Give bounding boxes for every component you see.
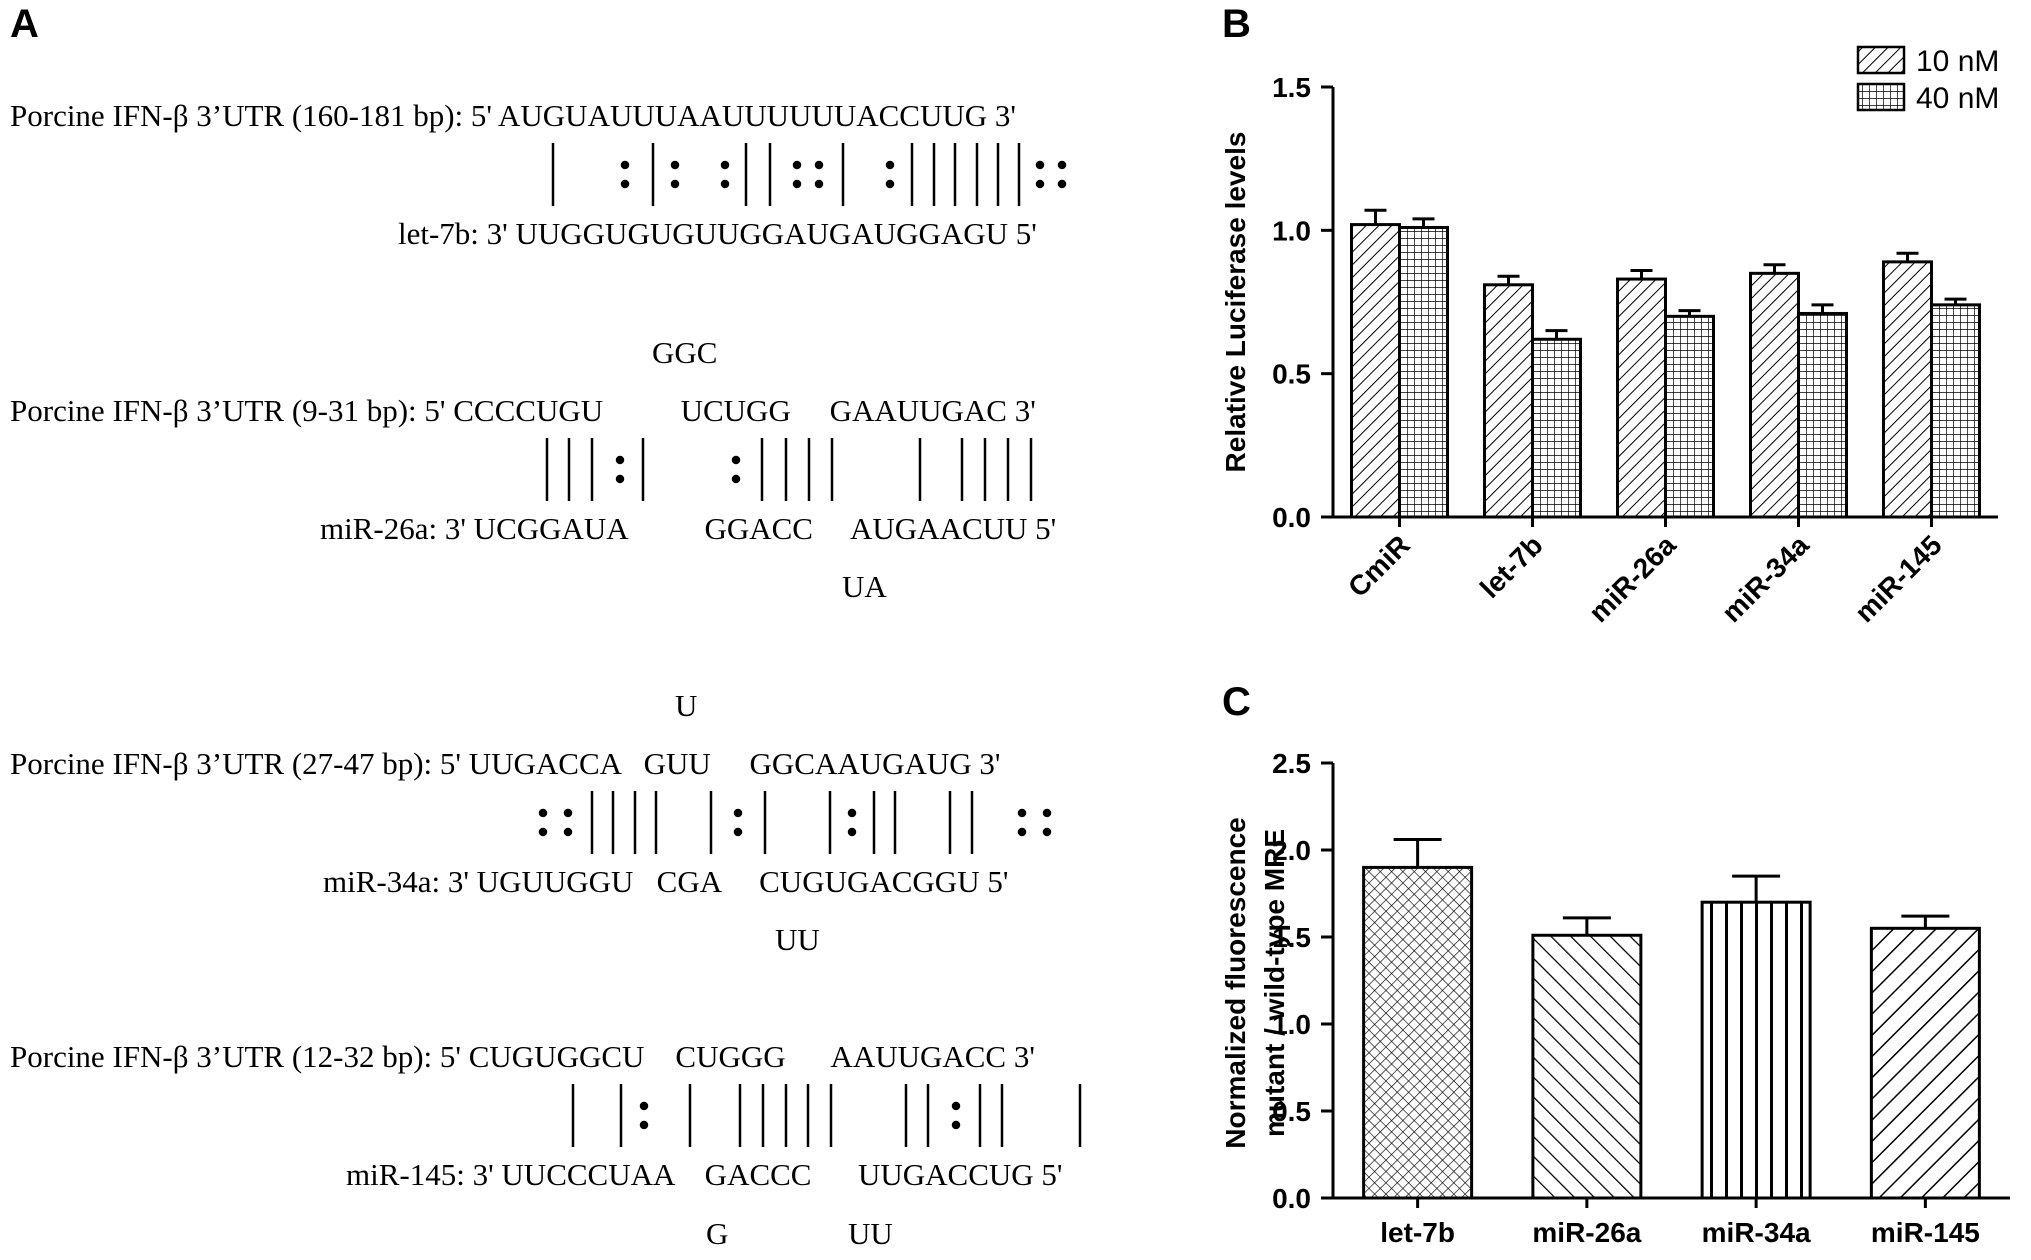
- bar: [1749, 271, 1800, 519]
- panel-b-label: B: [1222, 2, 1251, 46]
- y-tick-label: 1.5: [1272, 72, 1311, 103]
- alignment-4-bottom: miR-145: 3' UUCCCUAA GACCC UUGACCUG 5': [346, 1157, 1063, 1192]
- bar: [1483, 283, 1534, 519]
- chart-c: 0.0 0.5 1.0 1.5 2.0 2.5 Normalized fluorescenc…: [1220, 748, 2010, 1248]
- alignment-4-top: Porcine IFN-β 3’UTR (12-32 bp): 5' CUGUG…: [10, 1039, 1035, 1074]
- y-tick-label: 2.5: [1272, 748, 1311, 779]
- alignment-2-bottom: miR-26a: 3' UCGGAUA GGACC AUGAACUU 5': [320, 511, 1057, 546]
- x-tick-label: miR-145: [1871, 1217, 1980, 1248]
- alignment-3-top: Porcine IFN-β 3’UTR (27-47 bp): 5' UUGAC…: [10, 746, 1001, 781]
- bar: [1882, 260, 1933, 519]
- legend-swatch: [1856, 45, 1906, 75]
- x-tick-label: miR-26a: [1532, 1217, 1641, 1248]
- x-tick-label: miR-26a: [1583, 529, 1682, 628]
- y-tick-label: 0.0: [1272, 502, 1311, 533]
- alignment-3-above: U: [675, 688, 698, 723]
- alignment-4-below-right: UU: [848, 1216, 893, 1251]
- y-tick-label: 0.5: [1272, 1096, 1311, 1127]
- y-axis-label-line-1: Normalized fluorescence: [1220, 817, 1251, 1148]
- y-tick-label: 2.0: [1272, 835, 1311, 866]
- bar: [1616, 277, 1667, 519]
- alignment-1-top: Porcine IFN-β 3’UTR (160-181 bp): 5' AUG…: [10, 98, 1016, 133]
- alignment-2-below: UA: [842, 569, 887, 604]
- chart-b: 0.0 0.5 1.0 1.5 Relative Luciferase levels Cm…: [1220, 45, 1999, 628]
- legend-swatch: [1856, 82, 1906, 112]
- alignment-3-below: UU: [775, 922, 820, 957]
- y-tick-label: 0.0: [1272, 1183, 1311, 1214]
- x-tick-label: miR-34a: [1716, 529, 1815, 628]
- bar: [1362, 865, 1474, 1200]
- panel-c-label: C: [1222, 680, 1251, 724]
- alignment-1-bottom: let-7b: 3' UUGGUGUGUUGGAUGAUGGAGU 5': [398, 216, 1037, 251]
- bar: [1664, 314, 1715, 519]
- legend-label: 40 nM: [1916, 82, 1999, 115]
- alignment-4-below-left: G: [706, 1216, 729, 1251]
- x-tick-label: let-7b: [1380, 1217, 1455, 1248]
- base-pair-marks: [538, 143, 1082, 1147]
- legend-label: 10 nM: [1916, 45, 1999, 78]
- y-axis-label-line-2: mutant / wild-type MRE: [1259, 829, 1290, 1137]
- x-tick-label: miR-145: [1849, 529, 1948, 628]
- bar: [1398, 225, 1449, 519]
- x-tick-label: CmiR: [1342, 529, 1416, 603]
- alignment-2-above: GGC: [652, 335, 718, 370]
- y-tick-label: 1.0: [1272, 215, 1311, 246]
- bar: [1350, 223, 1401, 519]
- bar: [1531, 337, 1582, 519]
- y-axis-label: Relative Luciferase levels: [1220, 132, 1251, 473]
- y-tick-label: 1.5: [1272, 922, 1311, 953]
- y-tick-label: 0.5: [1272, 359, 1311, 390]
- bar: [1700, 900, 1812, 1200]
- bar: [1930, 303, 1981, 519]
- alignment-2-top: Porcine IFN-β 3’UTR (9-31 bp): 5' CCCCUG…: [10, 393, 1036, 428]
- bar: [1531, 933, 1643, 1200]
- alignment-3-bottom: miR-34a: 3' UGUUGGU CGA CUGUGACGGU 5': [323, 864, 1009, 899]
- y-tick-label: 1.0: [1272, 1009, 1311, 1040]
- x-tick-label: let-7b: [1474, 529, 1549, 604]
- panel-a-label: A: [10, 2, 39, 46]
- bar: [1869, 926, 1981, 1200]
- bar: [1797, 311, 1848, 519]
- x-tick-label: miR-34a: [1702, 1217, 1811, 1248]
